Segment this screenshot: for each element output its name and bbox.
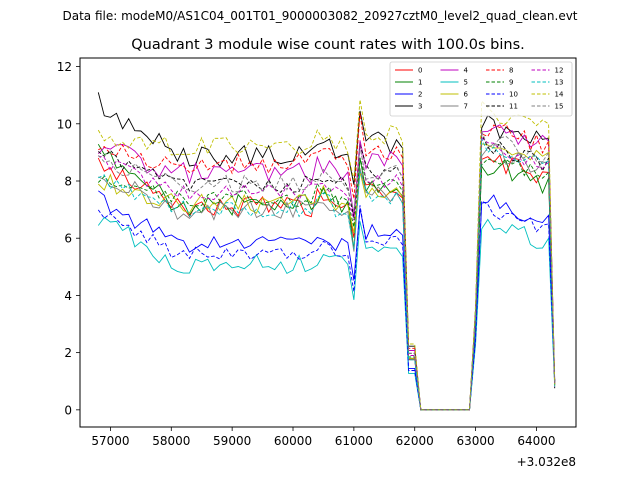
legend-label-0: 0: [418, 67, 422, 75]
legend-label-9: 9: [509, 79, 513, 87]
legend-label-14: 14: [555, 91, 564, 99]
x-tick-label: 58000: [152, 434, 190, 448]
series-line-10: [97, 200, 556, 411]
y-tick-label: 8: [64, 175, 72, 189]
legend-label-10: 10: [509, 91, 518, 99]
series-line-5: [97, 216, 556, 411]
series-line-12: [98, 137, 556, 411]
legend-label-5: 5: [464, 79, 468, 87]
x-tick-label: 57000: [91, 434, 129, 448]
y-tick-label: 0: [64, 403, 72, 417]
legend-label-13: 13: [555, 79, 564, 87]
legend-frame: [389, 61, 573, 117]
legend-label-1: 1: [418, 79, 422, 87]
x-axis-offset-label: +3.032e8: [517, 455, 576, 469]
y-tick-label: 6: [64, 232, 72, 246]
x-tick-label: 64000: [517, 434, 555, 448]
y-tick-label: 4: [64, 289, 72, 303]
legend-label-6: 6: [464, 91, 469, 99]
series-line-11: [98, 134, 556, 411]
series-line-13: [98, 138, 556, 411]
legend-label-8: 8: [509, 67, 513, 75]
legend-label-12: 12: [555, 67, 564, 75]
series-line-14: [97, 99, 556, 411]
legend-label-2: 2: [418, 91, 422, 99]
y-axis: 0 2 4 6 8 10 12: [57, 60, 80, 417]
chart-title: Quadrant 3 module wise count rates with …: [131, 37, 525, 53]
y-tick-label: 2: [64, 346, 72, 360]
x-tick-label: 62000: [396, 434, 434, 448]
x-tick-label: 63000: [456, 434, 494, 448]
legend-label-7: 7: [464, 103, 468, 111]
x-tick-label: 60000: [274, 434, 312, 448]
series-line-8: [98, 113, 556, 411]
plot-area: [79, 57, 577, 428]
x-tick-label: 59000: [213, 434, 251, 448]
y-tick-label: 12: [57, 60, 72, 74]
series-line-9: [97, 157, 556, 411]
chart-suptitle: Data file: modeM0/AS1C04_001T01_90000030…: [62, 9, 577, 23]
series-line-15: [97, 131, 556, 411]
y-tick-label: 10: [57, 117, 72, 131]
plot-frame: [79, 57, 577, 428]
legend-label-3: 3: [418, 103, 422, 111]
x-tick-label: 61000: [335, 434, 373, 448]
legend-label-4: 4: [464, 67, 469, 75]
legend-label-15: 15: [555, 103, 564, 111]
series-group: [97, 92, 556, 411]
x-axis: 57000 58000 59000 60000 61000 62000 63000 64000: [91, 427, 556, 448]
legend-label-11: 11: [509, 103, 518, 111]
